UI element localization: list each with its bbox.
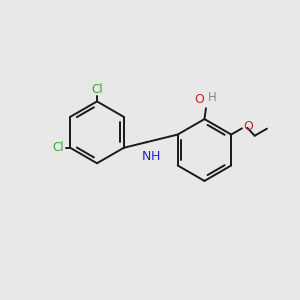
Text: O: O xyxy=(195,92,205,106)
Text: N: N xyxy=(142,151,151,164)
Text: O: O xyxy=(243,119,253,133)
Text: Cl: Cl xyxy=(91,82,103,95)
Text: H: H xyxy=(208,92,217,104)
Text: H: H xyxy=(151,151,160,164)
Text: Cl: Cl xyxy=(52,141,64,154)
